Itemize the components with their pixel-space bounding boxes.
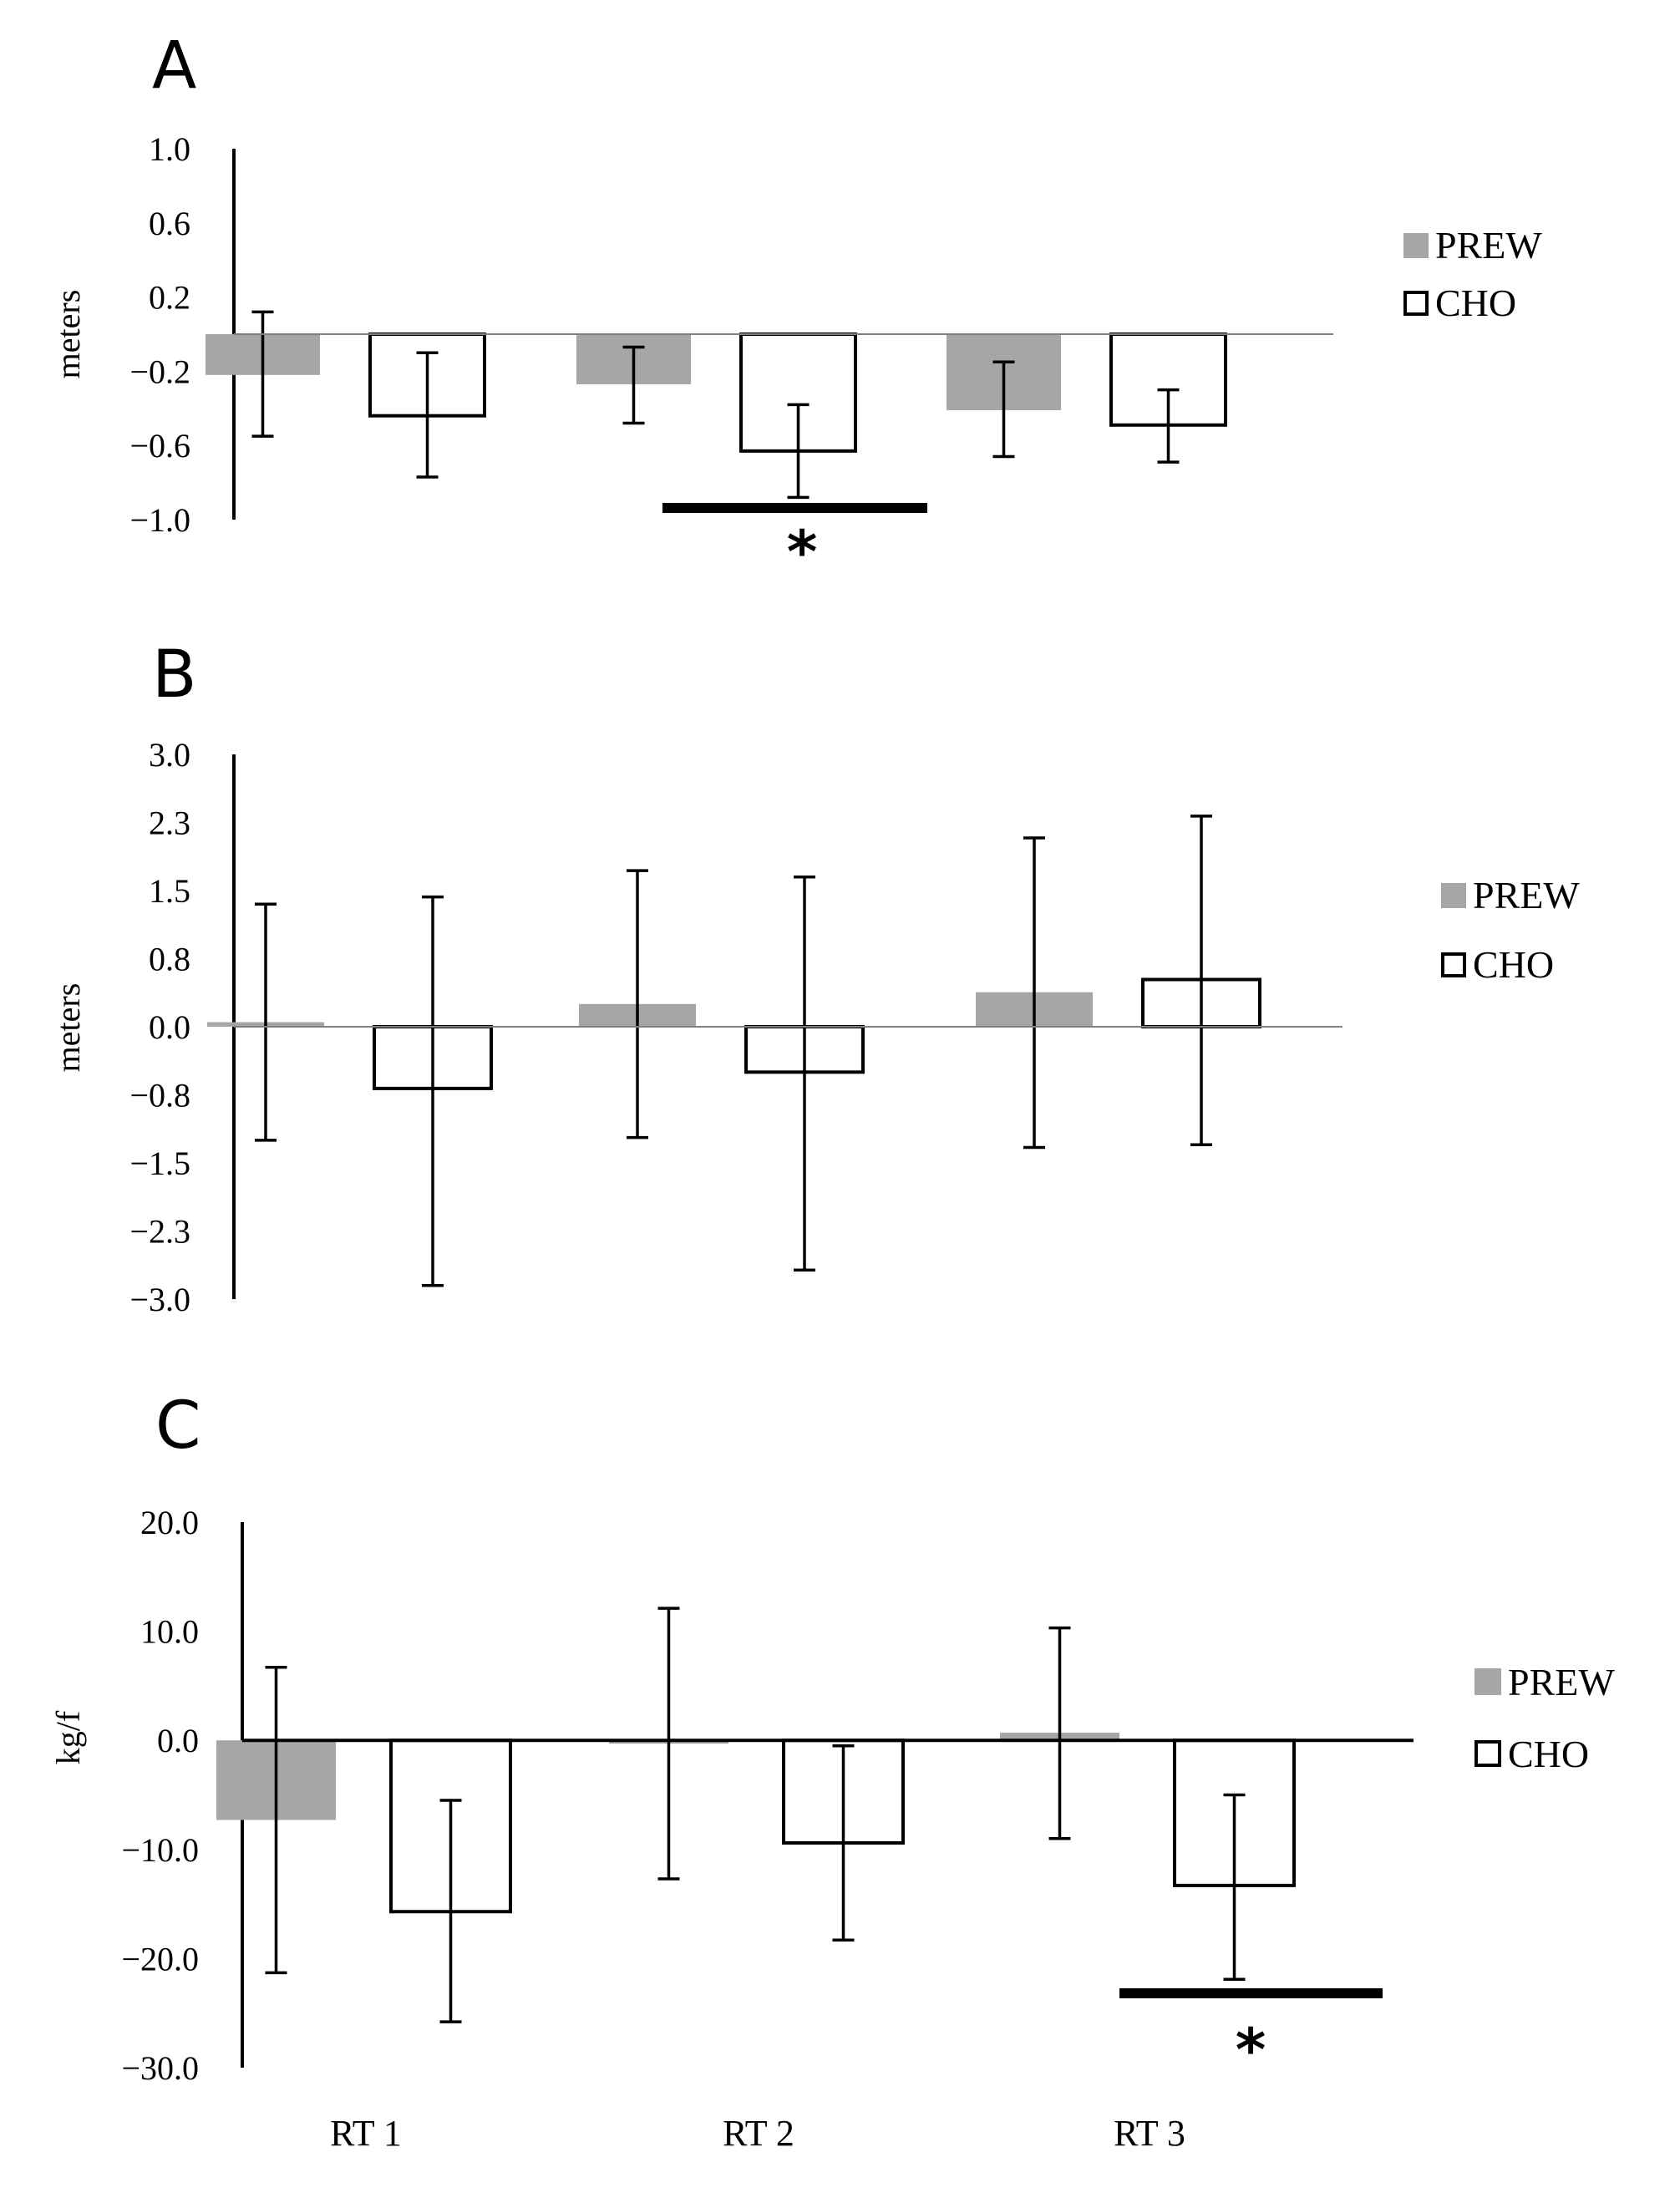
legend-swatch-cho — [1403, 291, 1429, 316]
y-tick-label: −0.2 — [129, 353, 190, 390]
y-tick-label: −1.0 — [129, 501, 190, 539]
y-tick-label: −0.6 — [129, 427, 190, 464]
legend-label-cho: CHO — [1473, 943, 1554, 986]
legend-label-cho: CHO — [1435, 282, 1516, 324]
legend-swatch-prew — [1441, 883, 1466, 908]
x-category-label: RT 1 — [330, 2113, 402, 2154]
x-category-label: RT 2 — [723, 2113, 794, 2154]
y-tick-label: 1.5 — [149, 872, 190, 910]
y-tick-label: 0.0 — [149, 1008, 190, 1046]
y-tick-label: −1.5 — [129, 1145, 190, 1182]
y-axis-label: meters — [49, 290, 87, 379]
legend: PREW CHO — [1441, 874, 1580, 986]
y-tick-label: −20.0 — [121, 1940, 199, 1977]
significance-star: * — [1236, 2016, 1266, 2084]
legend: PREW CHO — [1474, 1661, 1615, 1775]
legend-label-cho: CHO — [1508, 1733, 1589, 1775]
y-axis-label: kg/f — [49, 1710, 87, 1764]
panel-letter: B — [152, 637, 197, 713]
y-tick-label: 0.0 — [157, 1722, 199, 1759]
y-tick-label: 0.2 — [149, 279, 190, 317]
panel-b: B 3.0 2.3 1.5 0.8 0.0 −0.8 −1.5 −2.3 −3.0 meters PR… — [49, 637, 1580, 1318]
y-tick-label: 1.0 — [149, 130, 190, 168]
y-tick-label: 3.0 — [149, 736, 190, 774]
panel-a: A 1.0 0.6 0.2 −0.2 −0.6 −1.0 meters PREW CHO * — [49, 28, 1542, 586]
y-tick-label: −0.8 — [129, 1077, 190, 1114]
y-tick-label: −30.0 — [121, 2049, 199, 2087]
y-axis-label: meters — [49, 983, 87, 1073]
legend-label-prew: PREW — [1508, 1661, 1615, 1703]
legend-label-prew: PREW — [1473, 874, 1580, 916]
legend-swatch-prew — [1403, 233, 1429, 258]
y-tick-label: 10.0 — [140, 1613, 199, 1651]
panel-c: C 20.0 10.0 0.0 −10.0 −20.0 −30.0 kg/f PREW CHO * R… — [49, 1388, 1615, 2154]
legend-label-prew: PREW — [1435, 224, 1542, 266]
y-tick-label: 0.6 — [149, 205, 190, 242]
y-tick-label: −3.0 — [129, 1281, 190, 1318]
y-tick-label: 20.0 — [140, 1504, 199, 1541]
y-tick-label: −10.0 — [121, 1831, 199, 1869]
y-tick-label: −2.3 — [129, 1213, 190, 1251]
panel-letter: A — [152, 28, 196, 104]
y-tick-label: 2.3 — [149, 805, 190, 842]
significance-star: * — [787, 518, 818, 586]
y-tick-label: 0.8 — [149, 941, 190, 978]
legend: PREW CHO — [1403, 224, 1542, 324]
legend-swatch-cho — [1474, 1740, 1501, 1767]
legend-swatch-prew — [1474, 1668, 1501, 1695]
panel-letter: C — [155, 1388, 200, 1464]
legend-swatch-cho — [1441, 952, 1466, 977]
x-category-label: RT 3 — [1114, 2113, 1185, 2154]
